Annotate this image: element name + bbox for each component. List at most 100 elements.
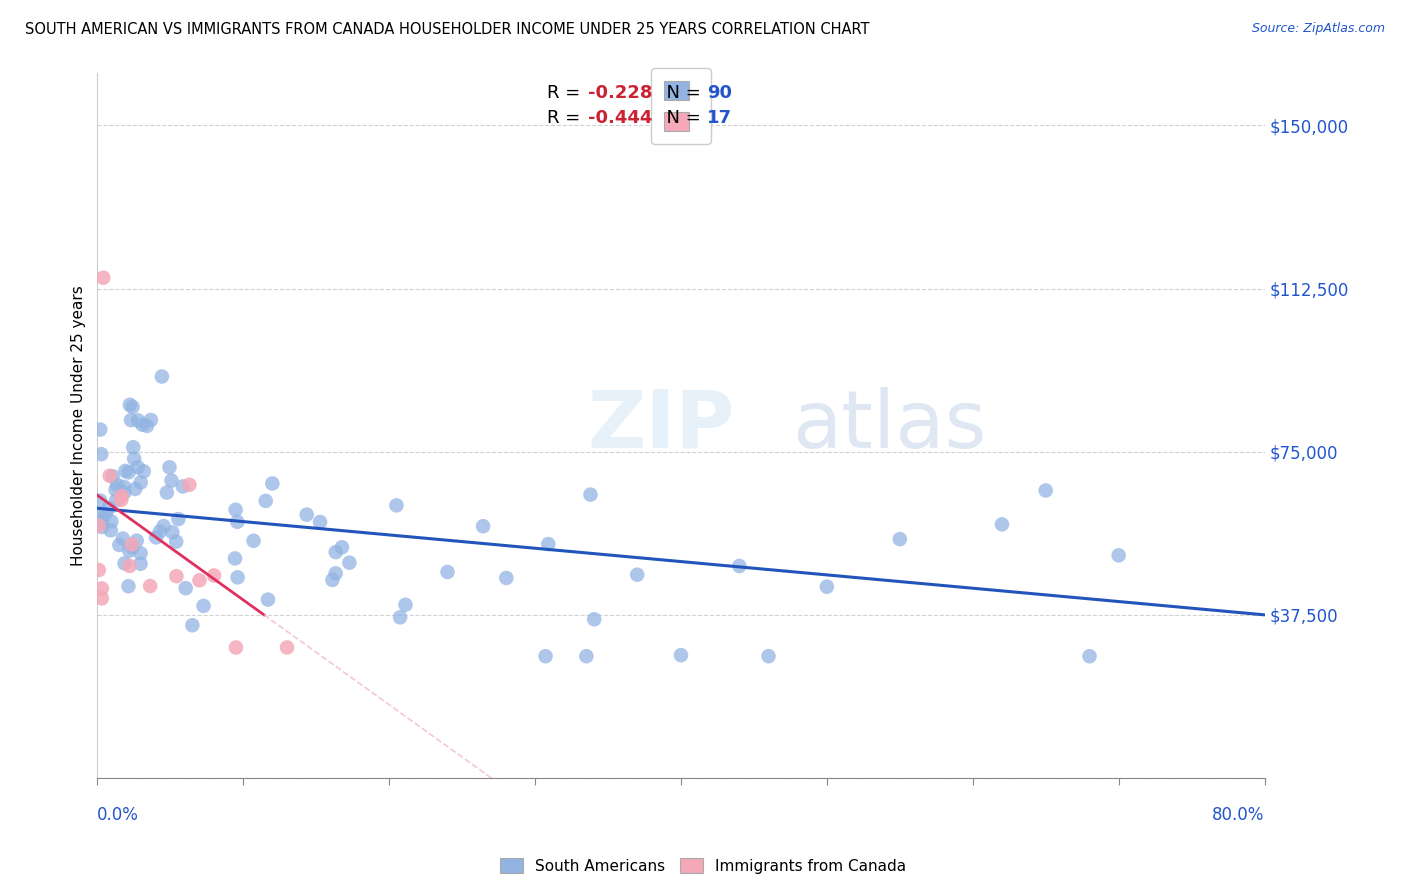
Point: [124, 482, 146, 496]
Point: [159, 460, 181, 475]
Text: R =: R =: [547, 84, 586, 102]
Point: [98, 500, 121, 515]
Point: [276, 640, 298, 655]
Point: [181, 618, 204, 632]
Point: [339, 556, 361, 570]
Text: N =: N =: [655, 109, 713, 127]
Point: [167, 512, 190, 526]
Text: 17: 17: [707, 109, 731, 127]
Point: [100, 524, 122, 538]
Point: [89, 493, 111, 508]
Point: [537, 537, 560, 551]
Point: [226, 570, 249, 584]
Point: [90, 447, 112, 461]
Point: [121, 541, 143, 555]
Point: [172, 479, 194, 493]
Point: [156, 485, 179, 500]
Point: [129, 475, 152, 490]
Point: [1078, 649, 1101, 664]
Point: [193, 599, 215, 613]
Point: [224, 551, 246, 566]
Point: [132, 464, 155, 478]
Point: [110, 492, 132, 507]
Point: [90, 582, 112, 596]
Point: [325, 545, 347, 559]
Point: [162, 525, 184, 540]
Point: [101, 469, 124, 483]
Point: [389, 610, 412, 624]
Point: [174, 581, 197, 595]
Point: [188, 574, 211, 588]
Point: [118, 558, 141, 573]
Legend: , : ,: [651, 68, 711, 144]
Point: [728, 559, 751, 574]
Point: [242, 533, 264, 548]
Point: [104, 483, 127, 497]
Text: -0.228: -0.228: [588, 84, 652, 102]
Point: [225, 502, 247, 516]
Point: [321, 573, 343, 587]
Point: [129, 557, 152, 571]
Text: ZIP: ZIP: [588, 386, 735, 465]
Point: [121, 537, 143, 551]
Point: [165, 569, 187, 583]
Text: atlas: atlas: [792, 386, 986, 465]
Point: [112, 485, 135, 500]
Point: [87, 563, 110, 577]
Text: 0.0%: 0.0%: [97, 806, 139, 824]
Legend: South Americans, Immigrants from Canada: South Americans, Immigrants from Canada: [494, 852, 912, 880]
Point: [121, 400, 143, 414]
Point: [117, 466, 139, 480]
Point: [114, 557, 136, 571]
Point: [758, 649, 780, 664]
Point: [325, 566, 347, 581]
Point: [254, 494, 277, 508]
Point: [991, 517, 1014, 532]
Point: [114, 464, 136, 478]
Point: [122, 451, 145, 466]
Point: [309, 515, 332, 529]
Y-axis label: Householder Income Under 25 years: Householder Income Under 25 years: [72, 285, 86, 566]
Point: [90, 515, 112, 529]
Point: [90, 591, 112, 606]
Point: [87, 518, 110, 533]
Point: [262, 476, 284, 491]
Point: [91, 520, 114, 534]
Point: [815, 580, 838, 594]
Point: [112, 480, 135, 494]
Point: [111, 532, 134, 546]
Point: [1108, 549, 1130, 563]
Point: [105, 477, 128, 491]
Point: [436, 565, 458, 579]
Text: SOUTH AMERICAN VS IMMIGRANTS FROM CANADA HOUSEHOLDER INCOME UNDER 25 YEARS CORRE: SOUTH AMERICAN VS IMMIGRANTS FROM CANADA…: [25, 22, 870, 37]
Point: [149, 524, 172, 539]
Point: [165, 534, 187, 549]
Point: [117, 579, 139, 593]
Point: [889, 532, 911, 546]
Point: [122, 440, 145, 454]
Point: [152, 519, 174, 533]
Point: [330, 541, 353, 555]
Point: [94, 507, 117, 521]
Text: N =: N =: [655, 84, 707, 102]
Point: [295, 508, 318, 522]
Point: [129, 546, 152, 560]
Point: [385, 499, 408, 513]
Point: [91, 507, 114, 521]
Point: [225, 640, 247, 655]
Point: [125, 533, 148, 548]
Point: [131, 417, 153, 432]
Point: [145, 530, 167, 544]
Point: [583, 612, 606, 626]
Point: [139, 413, 162, 427]
Point: [98, 468, 121, 483]
Point: [118, 398, 141, 412]
Text: 90: 90: [707, 84, 731, 102]
Point: [1035, 483, 1057, 498]
Point: [127, 413, 149, 427]
Point: [127, 460, 149, 475]
Point: [91, 270, 114, 285]
Text: R =: R =: [547, 109, 586, 127]
Point: [179, 477, 201, 491]
Point: [110, 489, 132, 503]
